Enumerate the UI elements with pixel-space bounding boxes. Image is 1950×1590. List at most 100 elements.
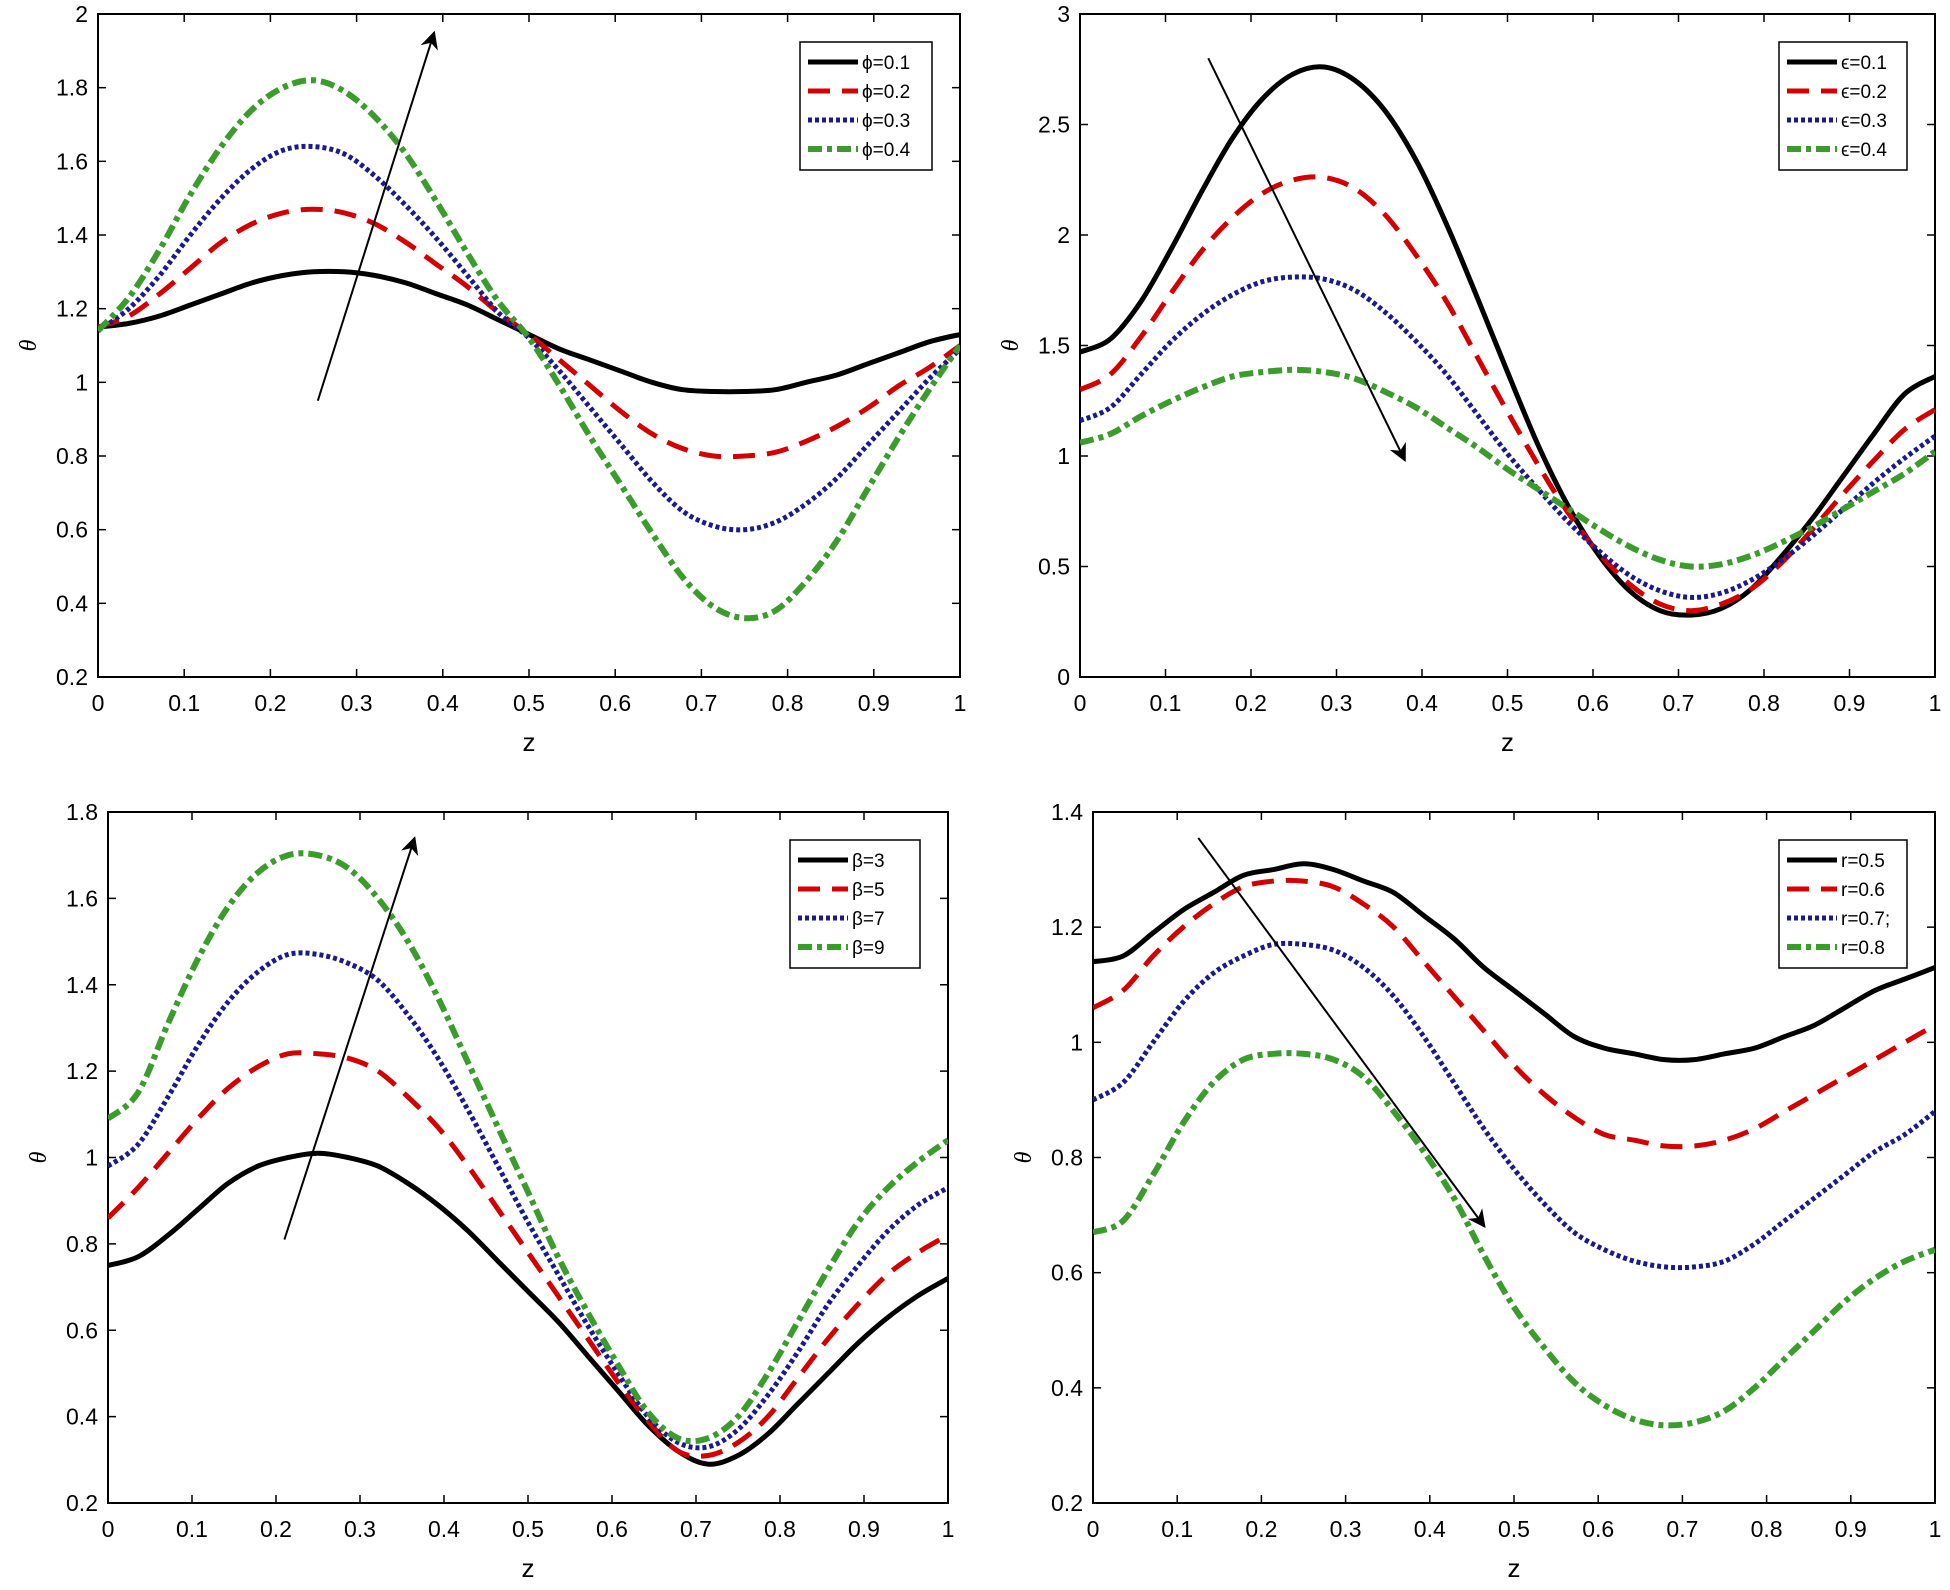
x-tick-label: 0: [92, 690, 105, 716]
series-group: [1080, 64, 1935, 618]
series-line-3: [108, 950, 948, 1451]
y-tick-label: 1.8: [66, 799, 98, 825]
x-tick-label: 1: [954, 690, 967, 716]
x-tick-label: 0.8: [772, 690, 804, 716]
series-group: [98, 77, 960, 622]
trend-arrow: [1207, 57, 1406, 463]
legend-label: ϵ=0.1: [1841, 53, 1887, 74]
x-axis-label: z: [1501, 727, 1514, 757]
series-group: [108, 850, 948, 1467]
x-tick-label: 0.4: [428, 1516, 460, 1542]
chart-panel-4: 0 0.1 0.2 0.3 0.4 0.5 0.6 0.7 0.8 0.9 1 0.2 0.4 0.6 0.…: [1011, 799, 1941, 1583]
series-line-4: [98, 77, 960, 622]
y-tick-label: 1: [75, 369, 88, 395]
x-tick-label: 0.1: [168, 690, 200, 716]
y-tick-label: 1.4: [66, 972, 98, 998]
legend-label: ϵ=0.2: [1841, 82, 1887, 103]
x-tick-label: 0: [1087, 1516, 1100, 1542]
x-tick-label: 0.8: [1748, 690, 1780, 716]
series-group: [1093, 861, 1935, 1429]
series-line-1: [1093, 861, 1935, 1063]
legend-label: β=3: [852, 851, 885, 872]
y-tick-label: 0: [1057, 664, 1070, 690]
legend: r=0.5 r=0.6 r=0.7; r=0.8: [1778, 839, 1908, 969]
y-tick-label: 1: [85, 1145, 98, 1171]
series-line-4: [108, 850, 948, 1445]
y-tick-label: 1.8: [56, 75, 88, 101]
x-tick-label: 0.5: [512, 1516, 544, 1542]
y-tick-label: 1.6: [66, 885, 98, 911]
y-tick-label: 1.6: [56, 148, 88, 174]
x-tick-label: 0.7: [680, 1516, 712, 1542]
x-tick-label: 0.5: [513, 690, 545, 716]
chart-panel-3: 0 0.1 0.2 0.3 0.4 0.5 0.6 0.7 0.8 0.9 1 0.2 0.4 0.6 0.…: [26, 799, 954, 1583]
legend-label: r=0.7;: [1841, 909, 1890, 930]
x-tick-label: 0.6: [1582, 1516, 1614, 1542]
y-tick-label: 0.2: [1051, 1490, 1083, 1516]
x-tick-label: 0.7: [685, 690, 717, 716]
series-line-3: [98, 143, 960, 533]
legend-label: ϕ=0.3: [862, 111, 910, 132]
trend-arrow: [283, 836, 419, 1240]
series-line-1: [108, 1150, 948, 1467]
y-tick-label: 2.5: [1038, 112, 1070, 138]
y-tick-label: 1: [1070, 1029, 1083, 1055]
y-axis-label: θ: [998, 339, 1024, 351]
x-axis-label: z: [522, 1553, 535, 1583]
x-tick-label: 0: [102, 1516, 115, 1542]
y-tick-label: 1.2: [66, 1058, 98, 1084]
x-tick-label: 0.6: [1577, 690, 1609, 716]
x-tick-label: 0.7: [1666, 1516, 1698, 1542]
y-tick-label: 2: [1057, 222, 1070, 248]
x-tick-label: 0.8: [1751, 1516, 1783, 1542]
legend: ϕ=0.1 ϕ=0.2 ϕ=0.3 ϕ=0.4: [799, 41, 933, 171]
y-tick-label: 0.8: [66, 1231, 98, 1257]
y-tick-label: 1.2: [1051, 914, 1083, 940]
legend-label: ϵ=0.4: [1841, 140, 1887, 161]
y-tick-label: 3: [1057, 1, 1070, 27]
y-axis-label: θ: [1011, 1151, 1037, 1163]
y-tick-label: 1: [1057, 443, 1070, 469]
x-tick-label: 0.3: [1321, 690, 1353, 716]
y-tick-label: 0.4: [56, 590, 88, 616]
x-tick-label: 0.3: [1330, 1516, 1362, 1542]
y-tick-label: 1.5: [1038, 333, 1070, 359]
legend-label: ϕ=0.4: [862, 140, 911, 161]
y-tick-label: 0.2: [56, 664, 88, 690]
x-tick-label: 0.1: [1161, 1516, 1193, 1542]
y-tick-label: 0.5: [1038, 554, 1070, 580]
legend-label: r=0.6: [1841, 880, 1885, 901]
legend-label: ϕ=0.2: [862, 82, 910, 103]
y-tick-label: 0.6: [66, 1317, 98, 1343]
y-tick-label: 0.2: [66, 1490, 98, 1516]
x-tick-label: 0.8: [764, 1516, 796, 1542]
x-tick-label: 0.6: [599, 690, 631, 716]
x-tick-label: 0.4: [1406, 690, 1438, 716]
x-tick-label: 0.7: [1663, 690, 1695, 716]
x-tick-label: 0.5: [1492, 690, 1524, 716]
x-tick-label: 0.1: [1150, 690, 1182, 716]
y-tick-label: 1.2: [56, 296, 88, 322]
y-tick-label: 1.4: [56, 222, 88, 248]
series-line-4: [1093, 1050, 1935, 1429]
x-axis-label: z: [523, 727, 536, 757]
legend-label: r=0.8: [1841, 938, 1885, 959]
x-tick-label: 0.6: [596, 1516, 628, 1542]
series-line-1: [1080, 64, 1935, 618]
series-line-2: [98, 206, 960, 460]
x-tick-label: 0.9: [1835, 1516, 1867, 1542]
chart-panel-1: 0 0.1 0.2 0.3 0.4 0.5 0.6 0.7 0.8 0.9 1 0.2 0.4 0.6 0.…: [16, 1, 966, 757]
legend-label: r=0.5: [1841, 851, 1885, 872]
x-tick-label: 0.9: [848, 1516, 880, 1542]
x-axis-label: z: [1508, 1553, 1521, 1583]
x-tick-label: 0: [1074, 690, 1087, 716]
x-tick-label: 0.9: [1834, 690, 1866, 716]
x-tick-label: 0.2: [260, 1516, 292, 1542]
legend: β=3 β=5 β=7 β=9: [789, 839, 921, 969]
x-tick-label: 0.2: [1245, 1516, 1277, 1542]
y-tick-label: 2: [75, 1, 88, 27]
x-tick-label: 1: [942, 1516, 955, 1542]
y-tick-label: 1.4: [1051, 799, 1083, 825]
x-tick-label: 0.4: [1414, 1516, 1446, 1542]
